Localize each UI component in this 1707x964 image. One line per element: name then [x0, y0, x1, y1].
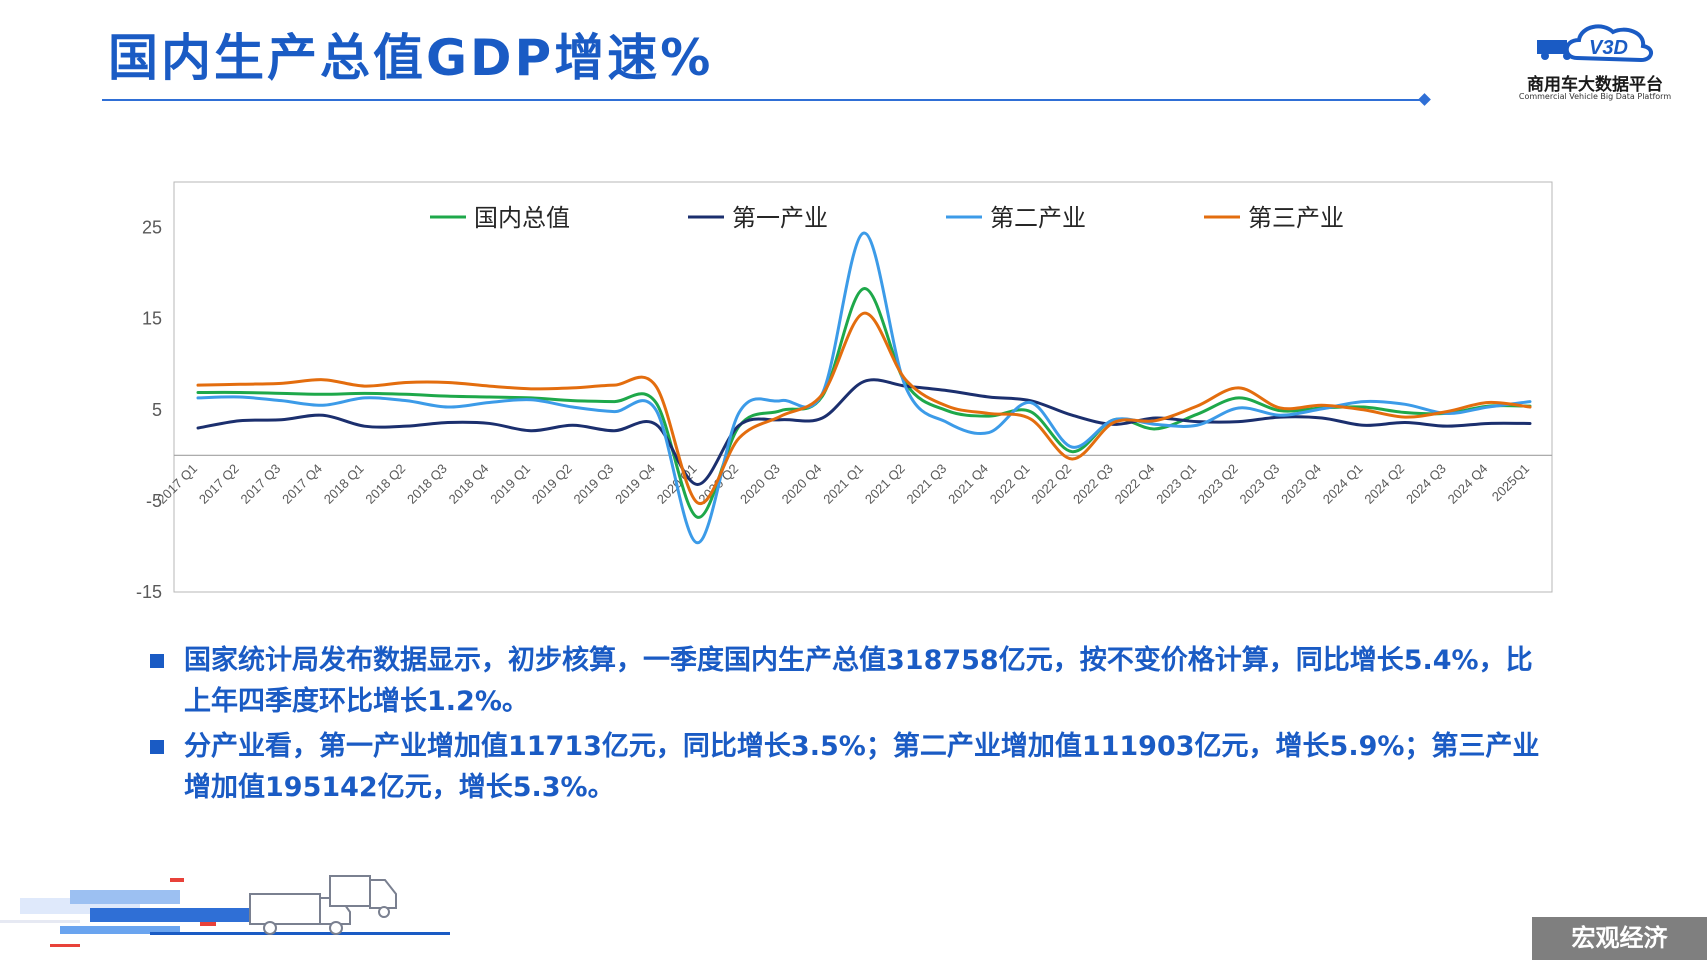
platform-logo: V3D 商用车大数据平台 Commercial Vehicle Big Data…	[1515, 16, 1675, 106]
cloud-truck-logo-icon: V3D	[1537, 24, 1653, 63]
legend-label-4: 第三产业	[1248, 204, 1344, 232]
bullet-marker	[150, 740, 164, 754]
y-tick-label: 25	[142, 218, 162, 238]
legend-label-3: 第二产业	[990, 204, 1086, 232]
section-tag: 宏观经济	[1532, 917, 1707, 960]
series-line-1	[196, 287, 1532, 519]
series-line-3	[196, 231, 1532, 545]
summary-bullet-1: 国家统计局发布数据显示，初步核算，一季度国内生产总值318758亿元，按不变价格…	[150, 640, 1550, 722]
bullet-marker	[150, 654, 164, 668]
plot-area-frame	[173, 181, 1553, 593]
logo-mark-text: V3D	[1589, 37, 1628, 59]
y-tick-label: 15	[142, 309, 162, 329]
page-title: 国内生产总值GDP增速%	[108, 29, 714, 87]
summary-bullets: 国家统计局发布数据显示，初步核算，一季度国内生产总值318758亿元，按不变价格…	[150, 640, 1550, 812]
legend-label-1: 国内总值	[474, 204, 570, 232]
y-tick-label: 5	[152, 400, 162, 420]
logo-english-name: Commercial Vehicle Big Data Platform	[1518, 92, 1672, 101]
logo-chinese-name: 商用车大数据平台	[1527, 75, 1663, 95]
decorative-trucks-illustration	[0, 875, 450, 947]
summary-text-2: 分产业看，第一产业增加值11713亿元，同比增长3.5%；第二产业增加值1119…	[184, 731, 1540, 803]
y-tick-label: -15	[136, 582, 162, 602]
series-line-2	[196, 378, 1532, 486]
summary-bullet-2: 分产业看，第一产业增加值11713亿元，同比增长3.5%；第二产业增加值1119…	[150, 726, 1550, 808]
title-divider	[102, 99, 1428, 101]
y-tick-label: -5	[146, 491, 162, 511]
legend-label-2: 第一产业	[732, 204, 828, 232]
summary-text-1: 国家统计局发布数据显示，初步核算，一季度国内生产总值318758亿元，按不变价格…	[184, 645, 1533, 717]
series-line-4	[196, 311, 1532, 505]
